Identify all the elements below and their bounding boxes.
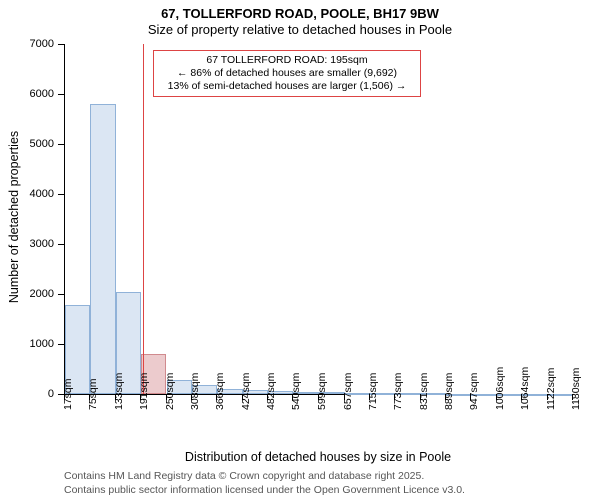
annotation-line3: 13% of semi-detached houses are larger (… xyxy=(160,80,414,93)
y-tick-label: 6000 xyxy=(0,88,54,100)
y-tick-label: 3000 xyxy=(0,238,54,250)
footer-line-2: Contains public sector information licen… xyxy=(64,484,465,496)
annotation-line2: ← 86% of detached houses are smaller (9,… xyxy=(160,67,414,80)
footer-line-1: Contains HM Land Registry data © Crown c… xyxy=(64,470,424,482)
x-axis-label: Distribution of detached houses by size … xyxy=(64,450,572,464)
y-tick-label: 5000 xyxy=(0,138,54,150)
annotation-line1: 67 TOLLERFORD ROAD: 195sqm xyxy=(160,54,414,67)
chart-title-line1: 67, TOLLERFORD ROAD, POOLE, BH17 9BW xyxy=(0,6,600,21)
marker-annotation: 67 TOLLERFORD ROAD: 195sqm ← 86% of deta… xyxy=(153,50,421,97)
y-tick xyxy=(58,94,64,95)
y-tick xyxy=(58,294,64,295)
y-tick-label: 1000 xyxy=(0,338,54,350)
y-tick xyxy=(58,194,64,195)
y-tick xyxy=(58,44,64,45)
y-tick-label: 2000 xyxy=(0,288,54,300)
y-tick xyxy=(58,144,64,145)
y-tick xyxy=(58,244,64,245)
chart-title-line2: Size of property relative to detached ho… xyxy=(0,22,600,37)
y-tick-label: 0 xyxy=(0,388,54,400)
y-tick-label: 7000 xyxy=(0,38,54,50)
property-marker-line xyxy=(143,44,144,394)
y-tick-label: 4000 xyxy=(0,188,54,200)
histogram-bar xyxy=(90,104,115,394)
y-tick xyxy=(58,344,64,345)
chart-container: 67, TOLLERFORD ROAD, POOLE, BH17 9BW Siz… xyxy=(0,0,600,500)
